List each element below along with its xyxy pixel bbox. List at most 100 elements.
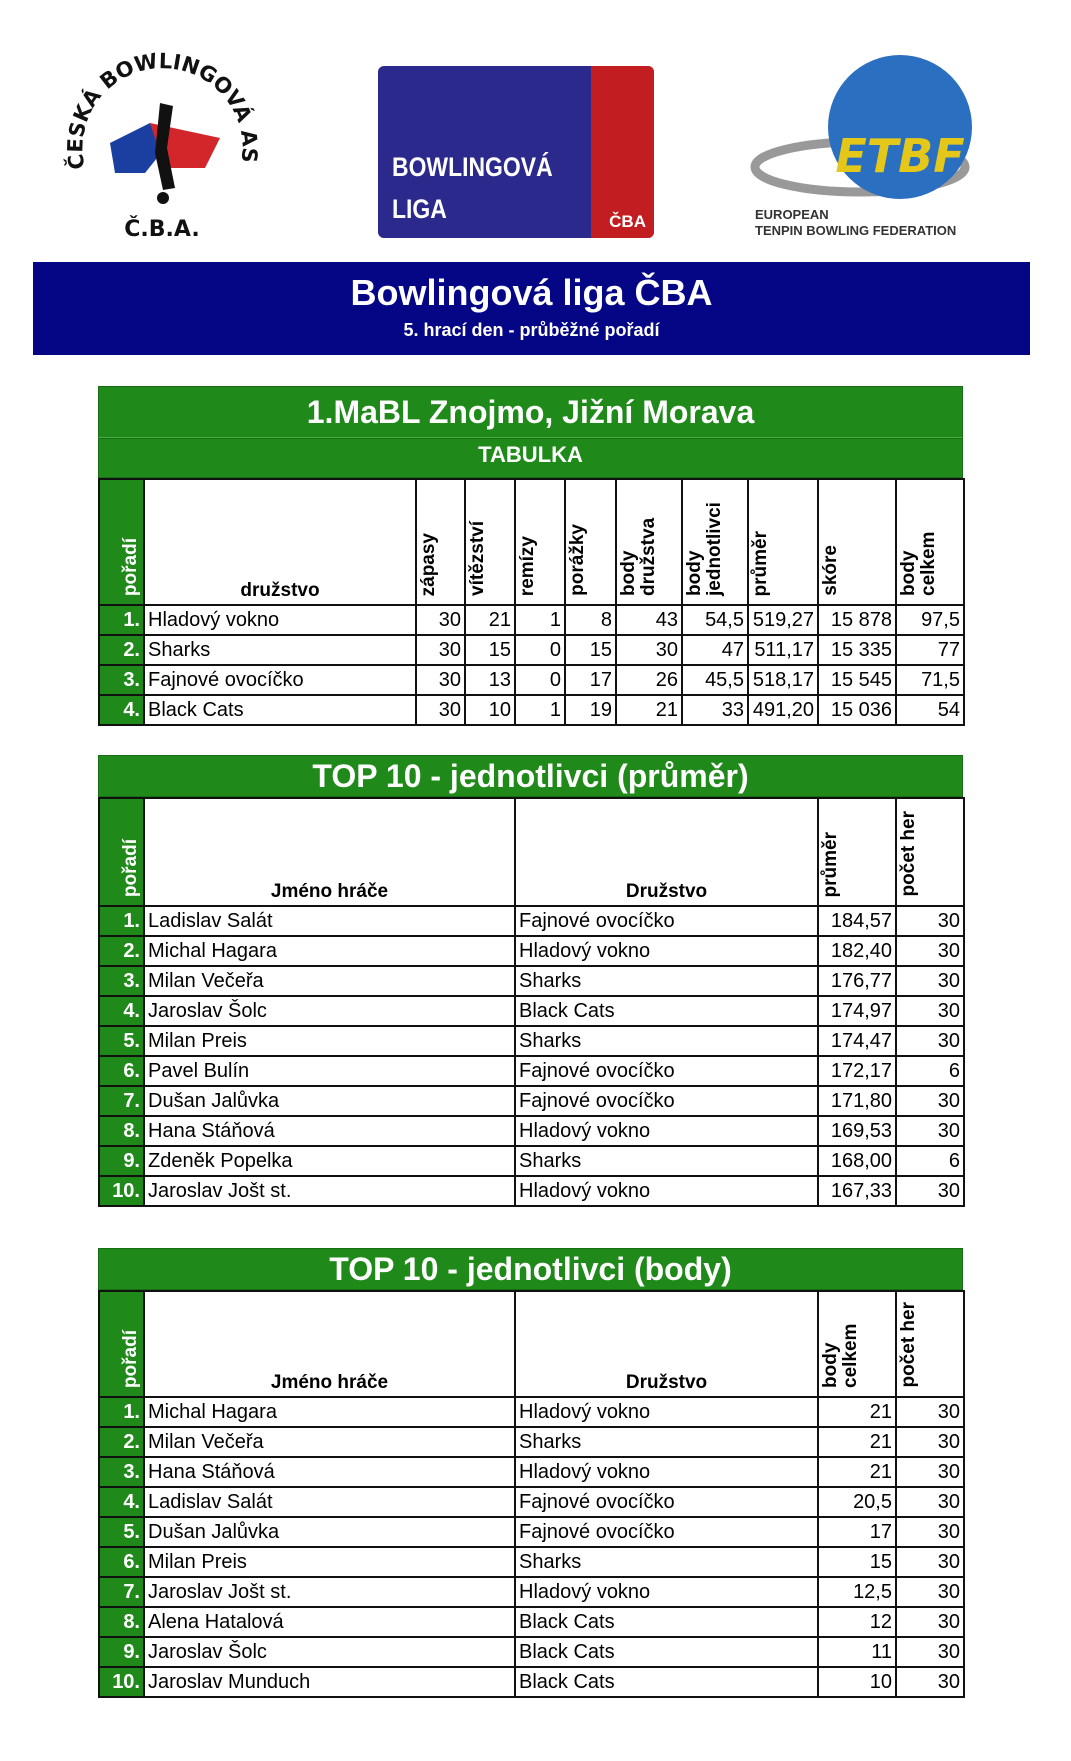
name-cell: Hana Stáňová xyxy=(143,1456,516,1488)
name-cell: Sharks xyxy=(514,1546,819,1578)
name-cell: Jaroslav Šolc xyxy=(143,1636,516,1668)
value-cell: 167,33 xyxy=(817,1175,897,1207)
column-header: Jméno hráče xyxy=(143,1290,516,1398)
svg-text:ETBF: ETBF xyxy=(835,129,964,183)
column-header: Družstvo xyxy=(514,1290,819,1398)
value-cell: 12,5 xyxy=(817,1576,897,1608)
column-header-label: body jednotlivci xyxy=(684,502,725,596)
name-cell: Fajnové ovocíčko xyxy=(514,1516,819,1548)
top-average-title: TOP 10 - jednotlivci (průměr) xyxy=(98,755,963,797)
column-header: pořadí xyxy=(98,1290,145,1398)
value-cell: 30 xyxy=(895,1396,965,1428)
etbf-logo: ETBF EUROPEAN TENPIN BOWLING FEDERATION xyxy=(750,52,995,242)
rank-cell: 3. xyxy=(98,664,145,696)
column-header-label: zápasy xyxy=(418,532,439,596)
value-cell: 172,17 xyxy=(817,1055,897,1087)
standings-subtitle: TABULKA xyxy=(98,438,963,478)
name-cell: Hladový vokno xyxy=(143,604,417,636)
table-row: 8. Hana Stáňová Hladový vokno 169,53 30 xyxy=(98,1115,965,1147)
standings-table: pořadí družstvo zápasy vítězství remízy poráž… xyxy=(98,478,965,726)
rank-cell: 1. xyxy=(98,604,145,636)
name-cell: Hladový vokno xyxy=(514,935,819,967)
value-cell: 15 xyxy=(817,1546,897,1578)
column-header-label: Družstvo xyxy=(625,881,708,902)
name-cell: Fajnové ovocíčko xyxy=(514,1085,819,1117)
table-row: 10. Jaroslav Munduch Black Cats 10 30 xyxy=(98,1666,965,1698)
name-cell: Milan Večeřa xyxy=(143,1426,516,1458)
value-cell: 19 xyxy=(564,694,617,726)
column-header-label: remízy xyxy=(517,535,538,596)
value-cell: 30 xyxy=(895,1175,965,1207)
value-cell: 54,5 xyxy=(681,604,749,636)
column-header-label: body celkem xyxy=(898,531,939,596)
name-cell: Dušan Jalůvka xyxy=(143,1516,516,1548)
logo-text: BOWLINGOVÁ xyxy=(392,152,553,182)
name-cell: Black Cats xyxy=(514,1666,819,1698)
table-row: 9. Zdeněk Popelka Sharks 168,00 6 xyxy=(98,1145,965,1177)
rank-cell: 1. xyxy=(98,1396,145,1428)
column-header-label: vítězství xyxy=(467,521,488,596)
name-cell: Fajnové ovocíčko xyxy=(143,664,417,696)
name-cell: Michal Hagara xyxy=(143,1396,516,1428)
top-points-title: TOP 10 - jednotlivci (body) xyxy=(98,1248,963,1290)
title-banner: Bowlingová liga ČBA 5. hrací den - průbě… xyxy=(33,262,1030,355)
value-cell: 30 xyxy=(895,935,965,967)
value-cell: 10 xyxy=(817,1666,897,1698)
value-cell: 30 xyxy=(895,1426,965,1458)
value-cell: 10 xyxy=(464,694,516,726)
value-cell: 45,5 xyxy=(681,664,749,696)
value-cell: 30 xyxy=(415,604,466,636)
standings-section: 1.MaBL Znojmo, Jižní Morava TABULKA pořa… xyxy=(98,386,965,726)
table-row: 4. Ladislav Salát Fajnové ovocíčko 20,5 30 xyxy=(98,1486,965,1518)
name-cell: Fajnové ovocíčko xyxy=(514,1055,819,1087)
value-cell: 30 xyxy=(895,965,965,997)
rank-cell: 8. xyxy=(98,1606,145,1638)
column-header-label: porážky xyxy=(567,524,588,596)
name-cell: Pavel Bulín xyxy=(143,1055,516,1087)
name-cell: Sharks xyxy=(514,965,819,997)
rank-cell: 7. xyxy=(98,1576,145,1608)
value-cell: 21 xyxy=(464,604,516,636)
value-cell: 519,27 xyxy=(747,604,819,636)
column-header: pořadí xyxy=(98,797,145,907)
rank-cell: 3. xyxy=(98,965,145,997)
rank-cell: 1. xyxy=(98,905,145,937)
top-points-section: TOP 10 - jednotlivci (body) pořadí Jméno … xyxy=(98,1248,965,1698)
table-row: 3. Fajnové ovocíčko 30 13 0 17 26 45,5 518,17 15 … xyxy=(98,664,965,696)
name-cell: Michal Hagara xyxy=(143,935,516,967)
value-cell: 30 xyxy=(895,905,965,937)
name-cell: Zdeněk Popelka xyxy=(143,1145,516,1177)
value-cell: 30 xyxy=(895,1456,965,1488)
value-cell: 30 xyxy=(895,1576,965,1608)
name-cell: Ladislav Salát xyxy=(143,1486,516,1518)
column-header: průměr xyxy=(817,797,897,907)
rank-cell: 10. xyxy=(98,1175,145,1207)
value-cell: 30 xyxy=(895,1516,965,1548)
rank-cell: 4. xyxy=(98,995,145,1027)
name-cell: Fajnové ovocíčko xyxy=(514,1486,819,1518)
column-header-label: počet her xyxy=(898,1302,919,1388)
page-title: Bowlingová liga ČBA xyxy=(350,272,713,313)
column-header: průměr xyxy=(747,478,819,606)
rank-cell: 3. xyxy=(98,1456,145,1488)
value-cell: 20,5 xyxy=(817,1486,897,1518)
value-cell: 21 xyxy=(817,1396,897,1428)
value-cell: 13 xyxy=(464,664,516,696)
column-header: body jednotlivci xyxy=(681,478,749,606)
table-row: 1. Hladový vokno 30 21 1 8 43 54,5 519,27 15 878 9… xyxy=(98,604,965,636)
value-cell: 21 xyxy=(817,1456,897,1488)
value-cell: 15 036 xyxy=(817,694,897,726)
table-row: 4. Black Cats 30 10 1 19 21 33 491,20 15 036 54 xyxy=(98,694,965,726)
table-row: 2. Milan Večeřa Sharks 21 30 xyxy=(98,1426,965,1458)
table-row: 7. Dušan Jalůvka Fajnové ovocíčko 171,80 30 xyxy=(98,1085,965,1117)
value-cell: 43 xyxy=(615,604,683,636)
value-cell: 1 xyxy=(514,694,566,726)
name-cell: Milan Preis xyxy=(143,1025,516,1057)
column-header: porážky xyxy=(564,478,617,606)
column-header-label: družstvo xyxy=(240,580,320,601)
column-header-label: průměr xyxy=(820,831,841,897)
value-cell: 8 xyxy=(564,604,617,636)
value-cell: 47 xyxy=(681,634,749,666)
top-points-table: pořadí Jméno hráče Družstvo body celkem poče… xyxy=(98,1290,965,1698)
